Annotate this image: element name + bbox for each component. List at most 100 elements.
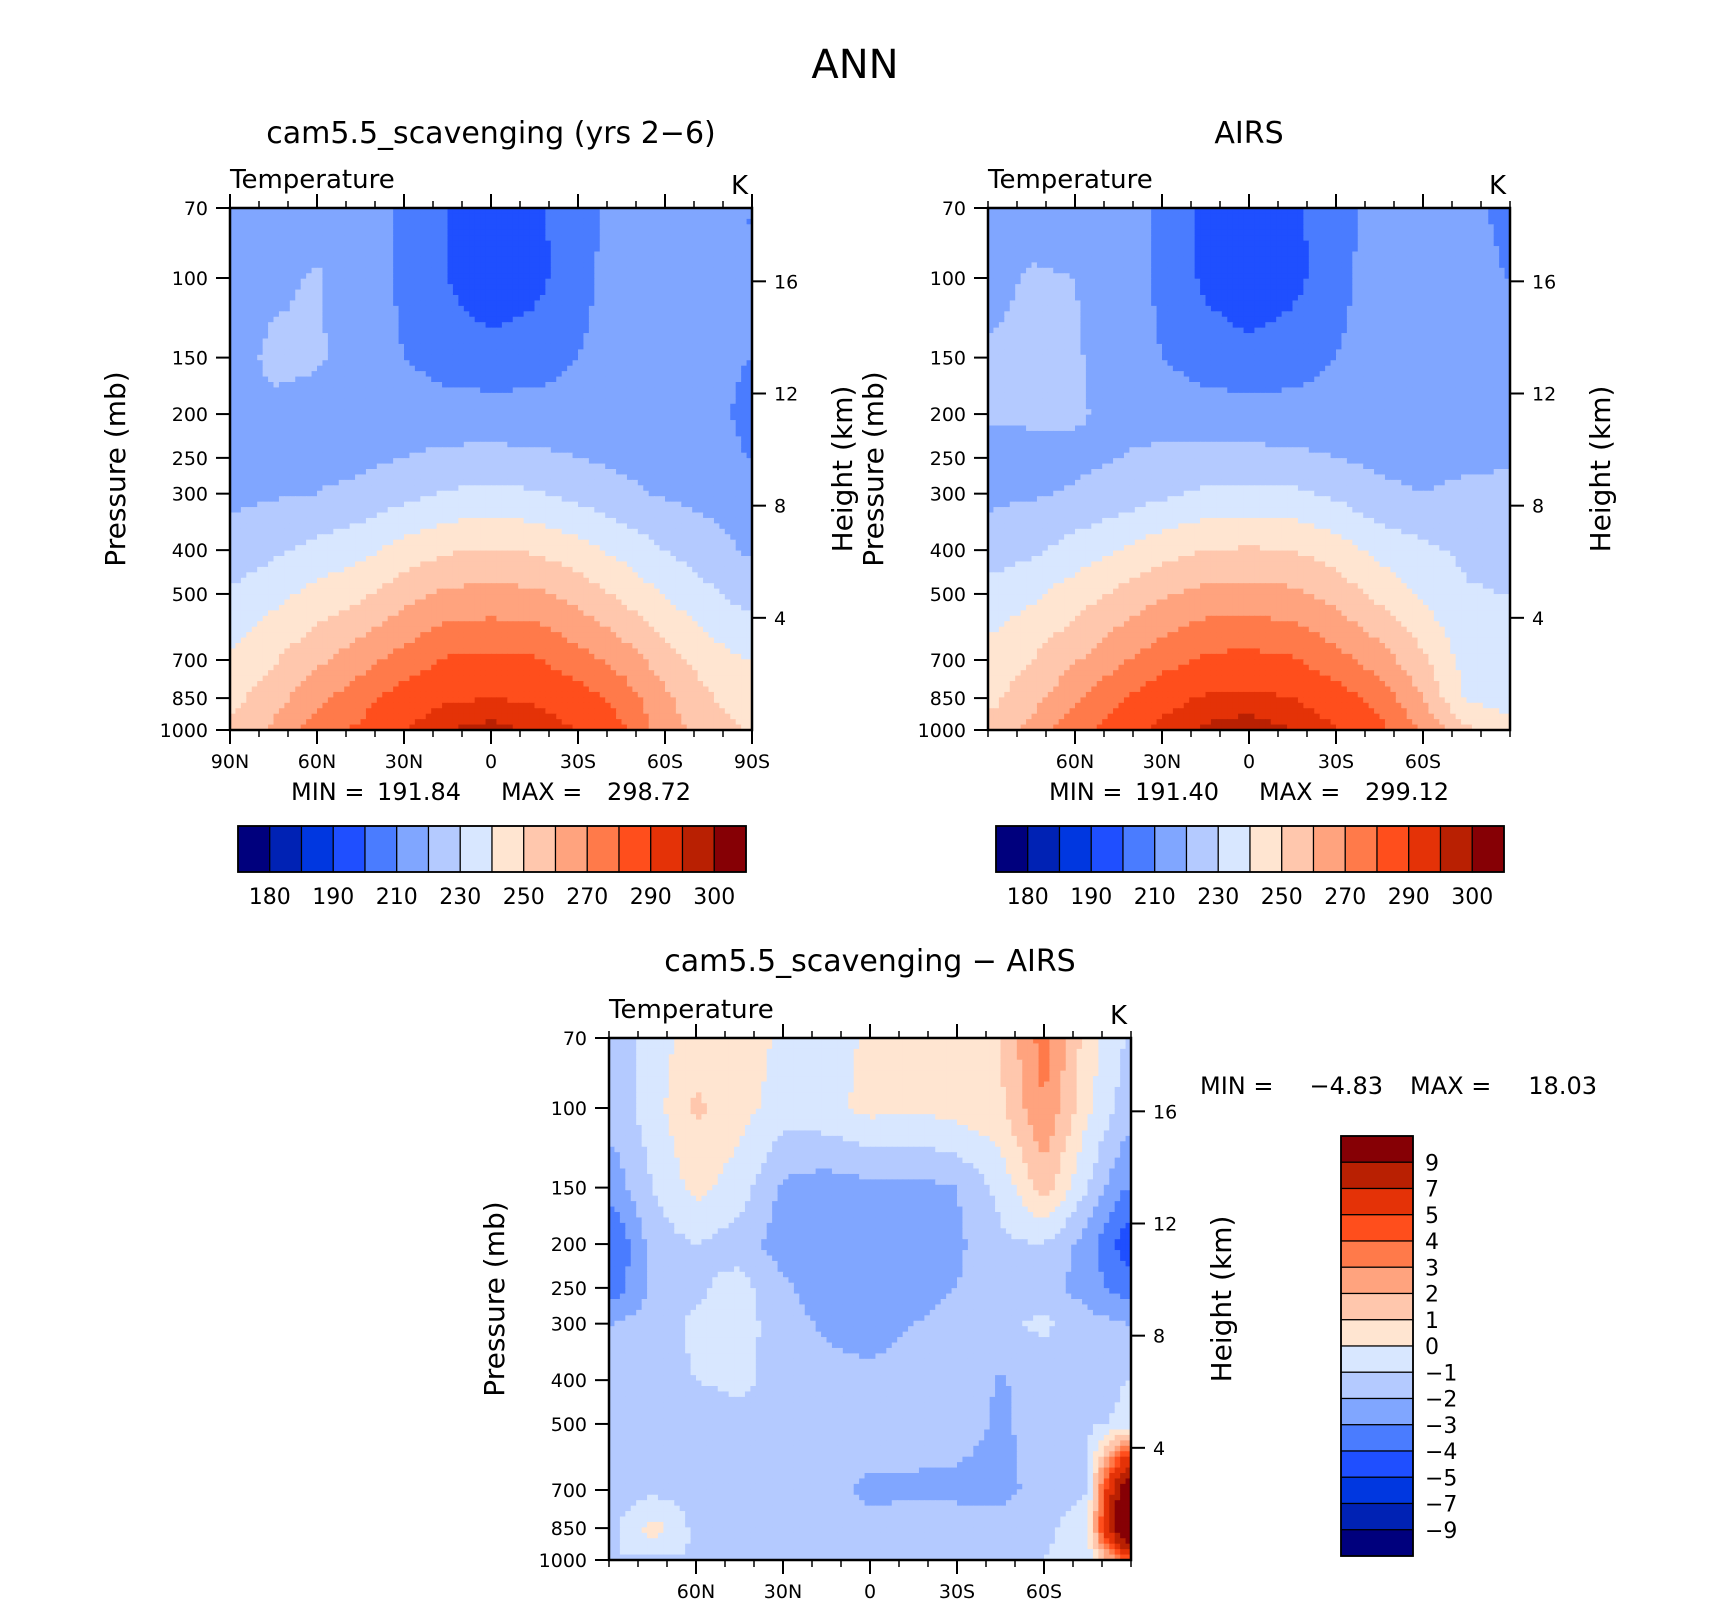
field-cell (273, 256, 280, 263)
field-cell (637, 349, 644, 356)
field-cell (458, 387, 465, 394)
field-cell (344, 376, 351, 383)
field-cell (507, 273, 514, 280)
field-cell (545, 403, 552, 410)
field-cell (300, 452, 307, 459)
field-cell (697, 343, 704, 350)
field-cell (708, 387, 715, 394)
field-cell (648, 463, 655, 470)
field-cell (550, 251, 557, 258)
field-cell (414, 333, 421, 340)
field-cell (686, 452, 693, 459)
field-cell (409, 403, 416, 410)
field-cell (670, 403, 677, 410)
field-cell (594, 360, 601, 367)
field-cell (637, 289, 644, 296)
field-cell (447, 425, 454, 432)
field-cell (393, 327, 400, 334)
field-cell (289, 365, 296, 372)
field-cell (605, 392, 612, 399)
field-cell (534, 284, 541, 291)
field-cell (452, 441, 459, 448)
field-cell (713, 338, 720, 345)
field-cell (735, 403, 742, 410)
field-cell (616, 229, 623, 236)
field-cell (338, 349, 345, 356)
field-cell (724, 387, 731, 394)
field-cell (311, 256, 318, 263)
field-cell (365, 224, 372, 231)
field-cell (474, 441, 481, 448)
field-cell (550, 278, 557, 285)
field-cell (268, 333, 275, 340)
field-cell (610, 382, 617, 389)
field-cell (686, 441, 693, 448)
field-cell (409, 311, 416, 318)
field-cell (452, 409, 459, 416)
field-cell (491, 327, 498, 334)
field-cell (713, 430, 720, 437)
field-cell (371, 463, 378, 470)
field-cell (442, 392, 449, 399)
field-cell (507, 354, 514, 361)
field-cell (518, 365, 525, 372)
field-cell (561, 218, 568, 225)
field-cell (534, 463, 541, 470)
field-cell (665, 295, 672, 302)
field-cell (284, 246, 291, 253)
field-cell (719, 349, 726, 356)
field-cell (632, 300, 639, 307)
field-cell (371, 430, 378, 437)
field-cell (262, 403, 269, 410)
field-cell (648, 382, 655, 389)
field-cell (578, 289, 585, 296)
field-cell (268, 371, 275, 378)
field-cell (240, 289, 247, 296)
field-cell (322, 224, 329, 231)
field-cell (648, 240, 655, 247)
field-cell (425, 322, 432, 329)
field-cell (659, 414, 666, 421)
field-cell (463, 218, 470, 225)
field-cell (659, 365, 666, 372)
field-cell (251, 420, 258, 427)
field-cell (360, 300, 367, 307)
field-cell (463, 333, 470, 340)
field-cell (355, 343, 362, 350)
field-cell (594, 469, 601, 476)
field-cell (659, 474, 666, 481)
field-cell (338, 273, 345, 280)
field-cell (306, 409, 313, 416)
field-cell (463, 436, 470, 443)
field-cell (735, 436, 742, 443)
field-cell (605, 295, 612, 302)
field-cell (556, 213, 563, 220)
field-cell (512, 218, 519, 225)
field-cell (278, 311, 285, 318)
field-cell (371, 398, 378, 405)
field-cell (659, 420, 666, 427)
field-cell (610, 420, 617, 427)
field-cell (637, 425, 644, 432)
field-cell (605, 354, 612, 361)
field-cell (262, 229, 269, 236)
field-cell (246, 213, 253, 220)
field-cell (534, 273, 541, 280)
field-cell (713, 392, 720, 399)
field-cell (572, 284, 579, 291)
field-cell (599, 371, 606, 378)
field-cell (583, 403, 590, 410)
field-cell (333, 349, 340, 356)
field-cell (458, 289, 465, 296)
field-cell (474, 333, 481, 340)
field-cell (545, 213, 552, 220)
field-cell (289, 447, 296, 454)
field-cell (713, 382, 720, 389)
field-cell (746, 224, 753, 231)
field-cell (485, 218, 492, 225)
field-cell (713, 463, 720, 470)
field-cell (436, 278, 443, 285)
field-cell (556, 305, 563, 312)
field-cell (300, 295, 307, 302)
field-cell (507, 262, 514, 269)
